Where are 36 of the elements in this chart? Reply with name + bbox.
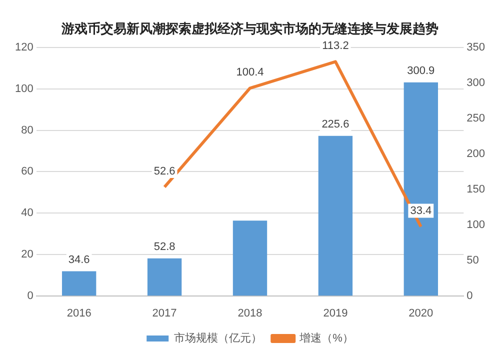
x-tick-label: 2020 [408,307,434,320]
y-tick-label: 80 [21,124,34,136]
data-label: 300.9 [407,64,435,77]
y-tick-label: 60 [21,166,34,178]
data-label: 34.6 [68,254,90,266]
bar [62,271,96,296]
bar [404,82,438,296]
y2-tick-label: 50 [466,254,479,266]
x-tick-label: 2016 [66,307,92,320]
y2-tick-label: 100 [466,218,486,231]
data-label: 113.2 [322,40,349,52]
y-tick-label: 40 [21,207,34,220]
y2-tick-label: 0 [466,290,473,302]
data-label: 225.6 [322,118,350,130]
x-tick-label: 2017 [152,307,177,320]
y2-tick-label: 200 [466,148,486,160]
bar [318,136,353,296]
data-label: 33.4 [410,205,432,218]
x-tick-label: 2018 [238,307,262,320]
data-label: 100.4 [236,66,264,79]
y2-tick-label: 350 [466,42,486,54]
legend-label: 增速（%） [298,332,354,345]
data-label: 52.6 [154,166,176,178]
y2-tick-label: 150 [466,183,486,196]
y2-tick-label: 300 [466,77,486,90]
x-tick-label: 2019 [323,307,348,320]
y-tick-label: 0 [27,290,34,302]
y2-tick-label: 250 [466,112,486,125]
bar [147,258,182,296]
data-label: 52.8 [154,240,176,253]
y-tick-label: 20 [21,248,34,260]
y-tick-label: 120 [14,42,34,54]
y-tick-label: 100 [14,83,34,95]
bar [232,220,268,296]
chart-title: 游戏币交易新风潮探索虚拟经济与现实市场的无缝连接与发展趋势 [60,21,438,38]
legend-label: 市场规模（亿元） [174,332,262,345]
